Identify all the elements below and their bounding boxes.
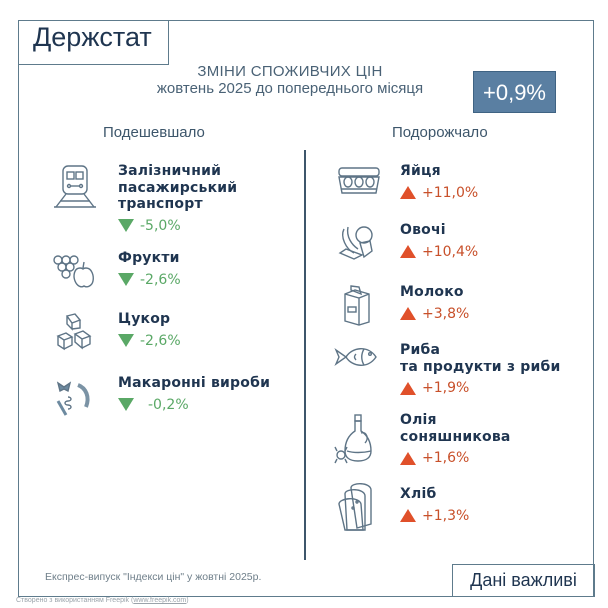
item-name: Залізничний пасажирський транспорт	[118, 163, 237, 213]
cheaper-item: Залізничний пасажирський транспорт -5,0%	[118, 163, 237, 234]
pasta-icon	[52, 375, 94, 421]
page-subtitle: жовтень 2025 до попереднього місяця	[156, 80, 424, 97]
down-arrow-icon	[118, 398, 134, 411]
fruit-icon	[50, 250, 96, 294]
up-arrow-icon	[400, 509, 416, 522]
item-name-line: транспорт	[118, 196, 203, 212]
item-name-line: пасажирський	[118, 179, 238, 196]
item-name-line: та продукти з риби	[400, 358, 561, 375]
change-text: -2,6%	[140, 332, 181, 349]
change-text: +3,8%	[422, 305, 470, 322]
change-text: +1,9%	[422, 380, 470, 396]
up-arrow-icon	[400, 381, 416, 395]
item-name: Яйця	[400, 163, 441, 179]
change-text: -2,6%	[140, 271, 181, 288]
oil-bottle-icon	[333, 413, 379, 469]
sugar-cubes-icon	[55, 312, 95, 356]
column-divider	[304, 150, 306, 560]
change-value: -0,2%	[118, 397, 270, 413]
down-arrow-icon	[118, 334, 134, 347]
pricier-heading: Подорожчало	[392, 124, 488, 141]
cheaper-item: Цукор -2,6%	[118, 311, 181, 349]
change-value: -5,0%	[118, 218, 237, 234]
down-arrow-icon	[118, 273, 134, 286]
down-arrow-icon	[118, 219, 134, 232]
pricier-item: Риба та продукти з риби +1,9%	[400, 342, 561, 396]
item-name-line: Риба	[400, 342, 441, 358]
fish-icon	[332, 343, 378, 375]
eggs-icon	[336, 165, 382, 201]
item-name: Цукор	[118, 311, 171, 327]
pricier-item: Олія соняшникова +1,6%	[400, 412, 511, 466]
credit-suffix: )	[186, 597, 189, 604]
item-name: Риба та продукти з риби	[400, 342, 561, 375]
freepik-link[interactable]: www.freepik.com	[133, 597, 187, 604]
vegetables-icon	[336, 223, 378, 265]
milk-carton-icon	[341, 280, 373, 330]
up-arrow-icon	[400, 307, 416, 320]
cheaper-item: Фрукти -2,6%	[118, 250, 181, 288]
change-value: +10,4%	[400, 244, 478, 260]
pricier-item: Молоко +3,8%	[400, 284, 469, 322]
cheaper-item: Макаронні вироби -0,2%	[118, 375, 270, 413]
credit-note: Створено з використанням Freepik (www.fr…	[16, 597, 189, 604]
page-title: ЗМІНИ СПОЖИВЧИХ ЦІН	[197, 63, 383, 80]
change-value: -2,6%	[118, 272, 181, 288]
change-value: +1,3%	[400, 508, 469, 524]
item-name: Хліб	[400, 486, 437, 502]
train-icon	[52, 163, 98, 213]
change-value: +1,6%	[400, 450, 511, 466]
item-name: Овочі	[400, 222, 446, 238]
item-name-line: Залізничний	[118, 163, 222, 179]
item-name-line: Олія	[400, 412, 437, 428]
change-value: +3,8%	[400, 306, 469, 322]
change-value: -2,6%	[118, 333, 181, 349]
up-arrow-icon	[400, 451, 416, 465]
change-text: +1,3%	[422, 507, 470, 524]
change-text: -5,0%	[140, 217, 181, 234]
pricier-item: Яйця +11,0%	[400, 163, 478, 201]
change-value: +11,0%	[400, 185, 478, 201]
credit-prefix: Створено з використанням Freepik (	[16, 597, 134, 604]
up-arrow-icon	[400, 186, 416, 199]
source-note: Експрес-випуск "Індекси цін" у жовтні 20…	[45, 571, 262, 583]
cheaper-heading: Подешевшало	[103, 124, 205, 141]
change-value: +1,9%	[400, 380, 561, 396]
item-name-line: соняшникова	[400, 428, 511, 445]
item-name: Олія соняшникова	[400, 412, 511, 445]
change-text: +11,0%	[422, 184, 479, 201]
overall-change-badge: +0,9%	[473, 71, 556, 113]
item-name: Молоко	[400, 284, 464, 300]
logo: Держстат	[18, 20, 169, 65]
tagline-box: Дані важливі	[452, 564, 595, 597]
item-name: Макаронні вироби	[118, 375, 271, 391]
change-text: -0,2%	[148, 396, 189, 413]
bread-icon	[337, 482, 377, 536]
item-name: Фрукти	[118, 250, 180, 266]
change-text: +10,4%	[422, 243, 479, 260]
pricier-item: Хліб +1,3%	[400, 486, 469, 524]
infographic-frame	[18, 20, 594, 597]
pricier-item: Овочі +10,4%	[400, 222, 478, 260]
up-arrow-icon	[400, 245, 416, 258]
change-text: +1,6%	[422, 450, 470, 466]
